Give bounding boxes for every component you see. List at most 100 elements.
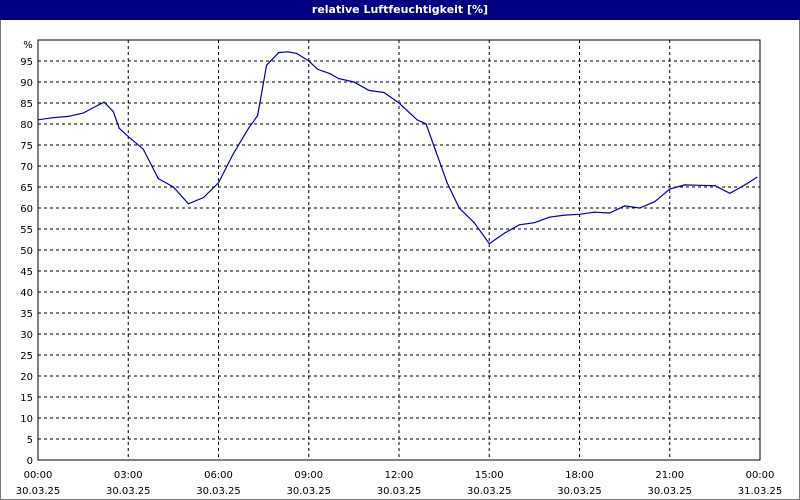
data-point [729,192,731,194]
x-tick-date-label: 30.03.25 [106,486,151,497]
x-tick-time-label: 09:00 [294,470,323,481]
y-tick-label: 60 [20,204,33,215]
data-point [257,115,259,117]
data-point [593,211,596,213]
y-tick-label: 20 [20,372,33,383]
x-tick-date-label: 30.03.25 [467,486,512,497]
x-tick-time-label: 12:00 [385,470,414,481]
data-point [639,207,641,209]
data-point [187,203,190,205]
x-tick-time-label: 06:00 [204,470,233,481]
data-point [338,78,340,80]
data-point [608,212,611,214]
data-point [548,216,551,218]
y-tick-label: 10 [20,414,33,425]
x-tick-date-label: 30.03.25 [377,486,422,497]
data-point [172,186,174,188]
x-tick-date-label: 31.03.25 [738,486,783,497]
data-point [383,91,385,94]
y-tick-label: 85 [20,99,33,110]
x-tick-date-label: 30.03.25 [196,486,241,497]
data-point [563,214,566,216]
data-point [488,243,490,245]
data-point [202,196,205,199]
x-tick-time-label: 00:00 [746,470,775,481]
data-point [669,188,671,190]
data-point [157,178,159,180]
data-point [232,152,235,154]
data-point [407,110,409,112]
data-point [744,184,746,186]
data-point [654,201,656,203]
y-tick-label: 90 [20,78,33,89]
data-point [398,102,400,104]
x-tick-date-label: 30.03.25 [16,486,61,497]
x-tick-time-label: 18:00 [565,470,594,481]
data-point [37,119,39,121]
data-point [624,205,626,207]
data-point [118,127,120,129]
plot-area-border [37,39,761,461]
data-point [127,136,129,138]
data-point [473,222,475,224]
y-tick-label: 50 [20,246,33,257]
data-point [684,184,686,186]
y-tick-label: 95 [20,57,33,68]
data-point [142,148,144,150]
data-point [437,157,439,159]
y-axis-unit: % [23,40,33,51]
data-point [308,60,310,62]
data-point [533,222,535,224]
x-tick-time-label: 21:00 [655,470,684,481]
y-tick-label: 80 [20,120,33,131]
y-axis-ticks: 0 5 10 15 20 25 30 35 40 45 50 55 60 65 70 75 80 85 90 95 [20,57,33,467]
y-tick-label: 30 [20,330,33,341]
data-point [699,184,701,186]
data-point [296,52,298,55]
y-tick-label: 55 [20,225,33,236]
data-point [368,89,370,91]
data-point [67,115,69,118]
data-point [103,101,105,103]
data-point [97,104,99,106]
x-axis-ticks: 00:00 30.03.25 03:00 30.03.25 06:00 30.03.25 0… [16,470,783,497]
gridlines [38,40,760,460]
data-point [446,182,448,184]
y-tick-label: 25 [20,351,33,362]
data-point [317,68,319,70]
data-point [329,73,331,75]
data-point [266,64,268,66]
y-tick-label: 15 [20,393,33,404]
y-tick-label: 45 [20,267,33,278]
data-point [287,51,289,53]
y-tick-label: 70 [20,162,33,173]
data-point [425,123,427,125]
data-point [217,182,220,184]
data-point [82,112,84,114]
data-point [112,110,114,112]
x-tick-time-label: 03:00 [114,470,143,481]
data-point [714,185,716,187]
data-point [503,232,505,234]
x-tick-date-label: 30.03.25 [647,486,692,497]
chart-title: relative Luftfeuchtigkeit [%] [0,0,800,20]
data-point [518,224,520,226]
data-point [52,117,54,119]
x-tick-time-label: 00:00 [24,470,53,481]
data-point [247,127,250,129]
y-tick-label: 40 [20,288,33,299]
data-point [756,176,758,178]
y-tick-label: 0 [27,456,33,467]
series-points [37,51,758,245]
x-tick-time-label: 15:00 [475,470,504,481]
y-tick-label: 35 [20,309,33,320]
data-point [278,52,280,54]
data-point [353,81,355,83]
data-point [416,119,418,121]
humidity-series-line [37,51,758,245]
x-tick-date-label: 30.03.25 [286,486,331,497]
y-tick-label: 65 [20,183,33,194]
y-tick-label: 75 [20,141,33,152]
x-tick-date-label: 30.03.25 [557,486,602,497]
